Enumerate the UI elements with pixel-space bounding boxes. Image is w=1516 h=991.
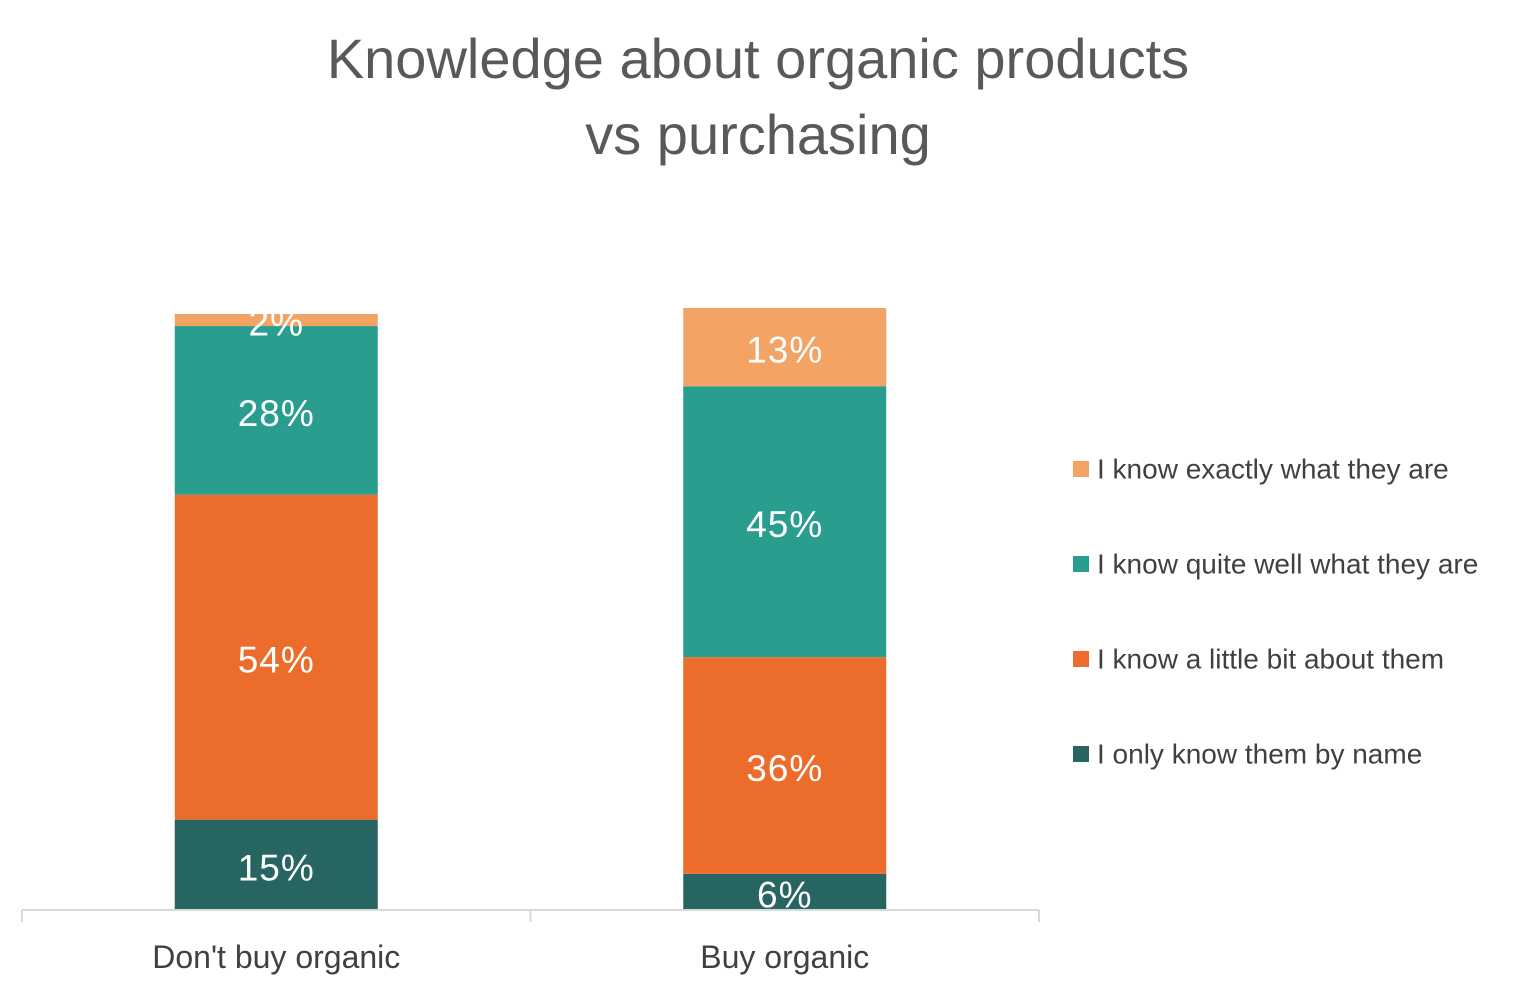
bar-don-t-buy-organic-i-know-quite-well-what-they-are [174,326,378,495]
bar-buy-organic-i-know-quite-well-what-they-are [683,386,887,658]
bar-buy-organic-i-know-exactly-what-they-are [683,308,887,387]
x-tick-label-buy-organic: Buy organic [700,939,869,975]
bar-don-t-buy-organic-i-know-exactly-what-they-are [174,314,378,327]
bar-buy-organic-i-only-know-them-by-name [683,873,887,910]
data-label-buy-organic-i-know-a-little-bit-about-them: 36% [746,748,823,789]
legend-swatch-i-know-a-little-bit-about-them [1073,651,1089,667]
x-tick-label-don-t-buy-organic: Don't buy organic [152,939,400,975]
bar-don-t-buy-organic-i-only-know-them-by-name [174,819,378,910]
chart-title: Knowledge about organic products vs purc… [327,27,1189,166]
data-label-buy-organic-i-know-quite-well-what-they-are: 45% [746,504,823,545]
legend-label-i-know-a-little-bit-about-them: I know a little bit about them [1097,644,1444,675]
legend-swatch-i-know-quite-well-what-they-are [1073,556,1089,572]
bar-don-t-buy-organic-i-know-a-little-bit-about-them [174,494,378,820]
data-label-buy-organic-i-know-exactly-what-they-are: 13% [746,330,823,371]
x-axis: Don't buy organic Buy organic [21,909,1040,975]
legend-label-i-know-quite-well-what-they-are: I know quite well what they are [1097,549,1478,580]
data-label-don-t-buy-organic-i-know-exactly-what-they-are: 2% [249,303,304,344]
legend-label-i-only-know-them-by-name: I only know them by name [1097,739,1422,770]
data-labels-group: 15% 54% 28% 2% 6% 36% 45% 13% [238,303,823,916]
data-label-don-t-buy-organic-i-know-a-little-bit-about-them: 54% [238,640,315,681]
chart-title-line-2: vs purchasing [585,103,931,166]
bar-buy-organic-i-know-a-little-bit-about-them [683,657,887,874]
legend-label-i-know-exactly-what-they-are: I know exactly what they are [1097,454,1449,485]
chart-title-line-1: Knowledge about organic products [327,27,1189,90]
bars-group [174,308,887,910]
data-label-don-t-buy-organic-i-know-quite-well-what-they-are: 28% [238,393,315,434]
legend-swatch-i-know-exactly-what-they-are [1073,461,1089,477]
legend: I know exactly what they are I know quite… [1073,454,1478,770]
data-label-buy-organic-i-only-know-them-by-name: 6% [757,874,812,915]
data-label-don-t-buy-organic-i-only-know-them-by-name: 15% [238,847,315,888]
legend-swatch-i-only-know-them-by-name [1073,746,1089,762]
